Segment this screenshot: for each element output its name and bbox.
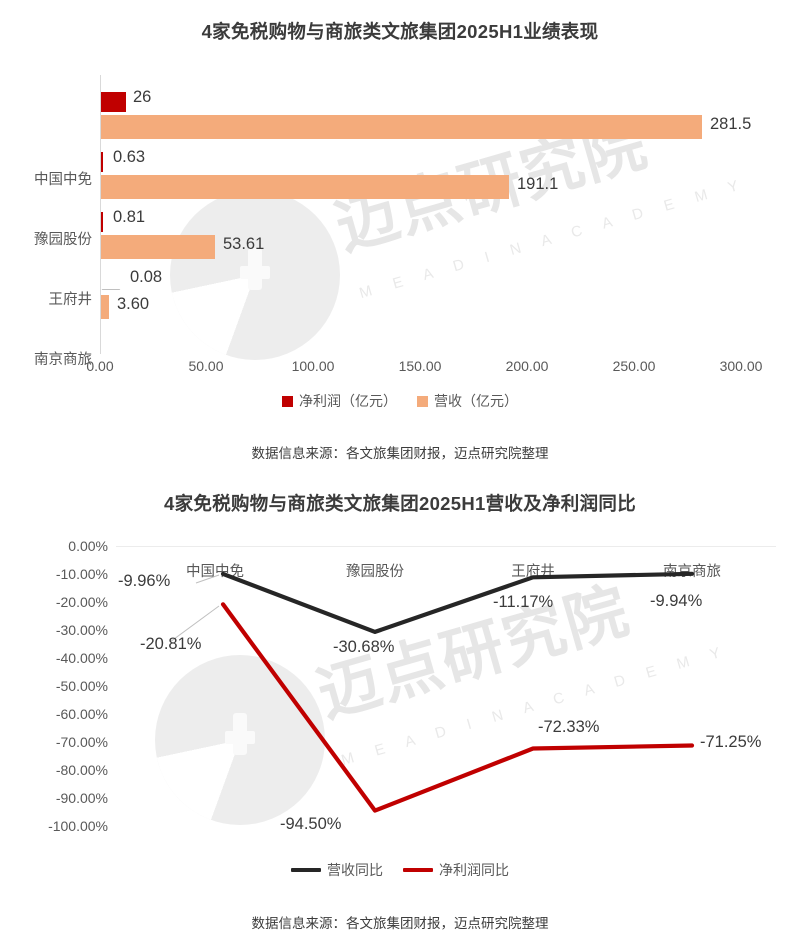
line-point-label-profit-3: -71.25% <box>700 733 762 751</box>
bar-x-tick-2: 100.00 <box>291 358 335 374</box>
bar-revenue-0 <box>101 115 702 139</box>
bar-chart-legend: 净利润（亿元） 营收（亿元） <box>0 391 800 411</box>
bar-x-tick-5: 250.00 <box>612 358 656 374</box>
line-y-tick-6: -60.00% <box>55 706 108 722</box>
line-y-tick-5: -50.00% <box>55 678 108 694</box>
legend-label-net-profit: 净利润（亿元） <box>299 393 397 409</box>
line-point-label-profit-2: -72.33% <box>538 718 600 736</box>
bar-x-tick-6: 300.00 <box>719 358 763 374</box>
bar-category-label-1: 豫园股份 <box>34 232 92 248</box>
line-y-tick-0: 0.00% <box>68 538 108 554</box>
bar-profit-value-1: 0.63 <box>113 148 146 166</box>
bar-revenue-value-1: 191.1 <box>517 175 559 193</box>
line-chart-source-note: 数据信息来源：各文旅集团财报，迈点研究院整理 <box>251 916 549 931</box>
bar-revenue-2 <box>101 235 215 259</box>
line-swatch-icon <box>403 868 433 872</box>
legend-label-revenue-yoy: 营收同比 <box>327 862 383 878</box>
bar-x-tick-1: 50.00 <box>188 358 224 374</box>
line-point-label-revenue-3: -9.94% <box>650 592 703 610</box>
bar-revenue-1 <box>101 175 509 199</box>
line-series-profit-yoy <box>220 602 695 813</box>
bar-x-tick-0: 0.00 <box>86 358 114 374</box>
bar-profit-value-0: 26 <box>133 88 152 106</box>
bar-revenue-value-0: 281.5 <box>710 115 752 133</box>
line-y-tick-1: -10.00% <box>55 566 108 582</box>
bar-profit-1 <box>101 152 103 172</box>
legend-item-net-profit[interactable]: 净利润（亿元） <box>282 391 397 411</box>
bar-x-tick-3: 150.00 <box>398 358 442 374</box>
bar-value-axis <box>100 75 101 347</box>
bar-category-label-2: 王府井 <box>48 292 93 308</box>
bar-revenue-value-3: 3.60 <box>117 295 150 313</box>
bar-chart: 中国中免 豫园股份 王府井 南京商旅 26 281.5 0.63 191.1 0… <box>0 70 800 374</box>
legend-label-revenue: 营收（亿元） <box>434 393 518 409</box>
leader-line-revenue-0 <box>195 574 220 584</box>
line-y-tick-7: -70.00% <box>55 734 108 750</box>
line-series-revenue-yoy <box>220 571 695 635</box>
line-point-label-profit-0: -20.81% <box>140 635 202 653</box>
bar-profit-2 <box>101 212 103 232</box>
line-point-label-profit-1: -94.50% <box>280 815 342 833</box>
legend-item-revenue[interactable]: 营收（亿元） <box>417 391 518 411</box>
line-y-tick-4: -40.00% <box>55 650 108 666</box>
line-y-tick-9: -90.00% <box>55 790 108 806</box>
legend-label-profit-yoy: 净利润同比 <box>439 862 509 878</box>
line-y-tick-10: -100.00% <box>48 818 108 834</box>
line-point-label-revenue-2: -11.17% <box>493 593 554 611</box>
bar-x-tickmark-0 <box>100 347 101 354</box>
line-series-svg <box>169 571 695 813</box>
legend-item-profit-yoy[interactable]: 净利润同比 <box>403 860 509 880</box>
line-chart: 0.00% -10.00% -20.00% -30.00% -40.00% -5… <box>0 530 800 840</box>
bar-profit-leader-3 <box>101 276 131 290</box>
bar-category-label-3: 南京商旅 <box>34 352 92 368</box>
line-y-tick-8: -80.00% <box>55 762 108 778</box>
line-chart-title: 4家免税购物与商旅类文旅集团2025H1营收及净利润同比 <box>164 493 636 514</box>
line-point-label-revenue-1: -30.68% <box>333 638 395 656</box>
legend-item-revenue-yoy[interactable]: 营收同比 <box>291 860 383 880</box>
line-category-label-1: 豫园股份 <box>346 564 404 580</box>
leader-line-profit-0 <box>169 605 220 643</box>
bar-chart-source-note: 数据信息来源：各文旅集团财报，迈点研究院整理 <box>251 446 549 461</box>
bar-profit-0 <box>101 92 126 112</box>
bar-revenue-value-2: 53.61 <box>223 235 265 253</box>
bar-profit-value-2: 0.81 <box>113 208 146 226</box>
bar-x-tick-4: 200.00 <box>505 358 549 374</box>
bar-category-label-0: 中国中免 <box>34 172 92 188</box>
bar-revenue-3 <box>101 295 109 319</box>
bar-profit-value-3: 0.08 <box>130 268 163 286</box>
line-y-tick-3: -30.00% <box>55 622 108 638</box>
line-gridline-0 <box>116 546 776 547</box>
line-chart-legend: 营收同比 净利润同比 <box>0 860 800 880</box>
square-swatch-icon <box>282 395 293 407</box>
bar-chart-title: 4家免税购物与商旅类文旅集团2025H1业绩表现 <box>201 21 599 42</box>
line-swatch-icon <box>291 868 321 872</box>
line-point-label-revenue-0: -9.96% <box>118 572 171 590</box>
line-y-tick-2: -20.00% <box>55 594 108 610</box>
square-swatch-icon <box>417 395 428 407</box>
